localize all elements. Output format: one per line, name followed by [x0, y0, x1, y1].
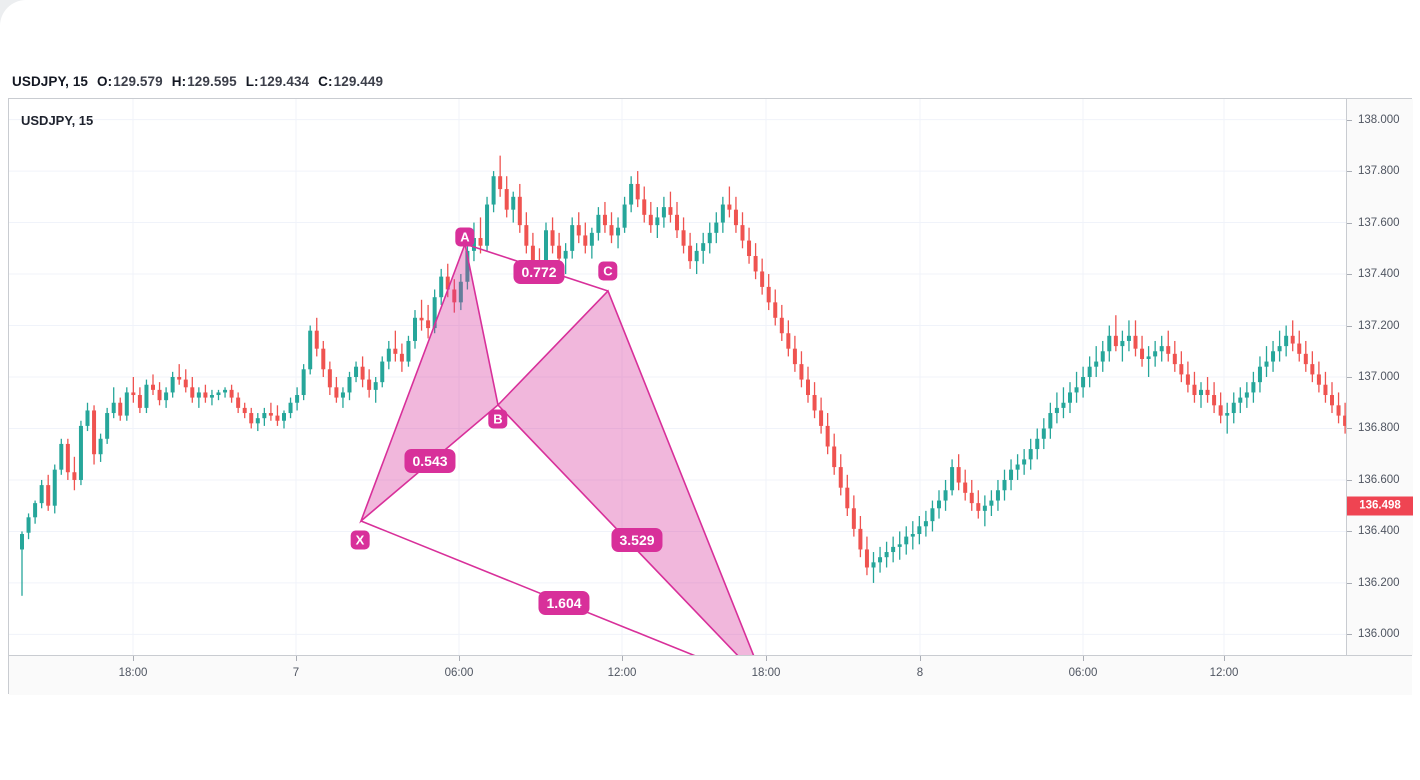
pattern-point-a[interactable]: A — [455, 227, 475, 247]
price-axis-label: 138.000 — [1358, 113, 1400, 126]
price-axis-label: 136.400 — [1358, 525, 1400, 538]
time-axis-label: 8 — [916, 667, 924, 679]
price-axis-tick — [1347, 274, 1352, 276]
low-value: 129.434 — [259, 74, 310, 89]
price-axis-label: 137.600 — [1358, 216, 1400, 229]
pattern-ratio-label[interactable]: 3.529 — [611, 528, 663, 552]
price-axis-label: 137.000 — [1358, 371, 1400, 383]
price-axis-tick — [1347, 377, 1352, 378]
pattern-point-c[interactable]: C — [598, 261, 618, 281]
price-axis[interactable]: 136.498 138.000 137.800 137.600 137.400 137.… — [1346, 99, 1413, 655]
price-axis-tick — [1347, 479, 1352, 481]
chart-watermark: USDJPY, 15 — [21, 113, 94, 128]
price-axis-label: 137.400 — [1358, 268, 1400, 281]
quote-symbol: USDJPY, 15 — [12, 74, 89, 89]
price-axis-tick — [1347, 222, 1352, 224]
time-axis-tick — [133, 656, 134, 661]
time-axis-label: 7 — [292, 667, 300, 679]
time-axis-label: 06:00 — [444, 667, 474, 679]
time-axis-label: 18:00 — [751, 667, 781, 679]
pattern-ratio-label[interactable]: 0.772 — [513, 260, 565, 284]
price-axis-label: 137.800 — [1358, 165, 1400, 178]
price-axis-tick — [1347, 171, 1352, 173]
current-price-badge: 136.498 — [1347, 496, 1413, 516]
time-axis-tick — [459, 656, 460, 661]
pattern-point-b[interactable]: B — [488, 409, 508, 429]
price-axis-label: 136.600 — [1358, 473, 1400, 486]
pattern-point-x[interactable]: X — [350, 530, 370, 550]
price-axis-label: 137.200 — [1358, 319, 1400, 332]
price-axis-tick — [1347, 325, 1352, 327]
high-value: 129.595 — [187, 74, 237, 89]
time-axis[interactable]: 18:00 7 06:00 12:00 18:00 8 06:00 12:00 — [9, 655, 1412, 695]
time-axis-label: 12:00 — [607, 667, 637, 679]
time-axis-tick — [1083, 656, 1084, 661]
low-key: L: — [245, 74, 259, 89]
time-axis-tick — [766, 656, 767, 661]
time-axis-tick — [622, 656, 623, 661]
close-key: C: — [318, 74, 333, 89]
time-axis-tick — [296, 656, 297, 661]
price-axis-tick — [1347, 119, 1352, 121]
pattern-ratio-label[interactable]: 1.604 — [538, 591, 590, 615]
open-key: O: — [97, 74, 113, 89]
high-key: H: — [171, 74, 187, 89]
harmonic-pattern-overlay[interactable] — [9, 99, 1346, 655]
price-axis-label: 136.000 — [1358, 628, 1400, 641]
pattern-ratio-label[interactable]: 0.543 — [404, 449, 456, 473]
time-axis-label: 12:00 — [1209, 667, 1239, 679]
price-axis-label: 136.800 — [1358, 422, 1400, 435]
price-axis-tick — [1347, 531, 1352, 533]
candlestick-series — [20, 155, 1346, 596]
price-axis-tick — [1347, 428, 1352, 430]
time-axis-label: 18:00 — [118, 667, 148, 679]
open-value: 129.579 — [113, 74, 163, 89]
price-axis-tick — [1347, 582, 1352, 584]
price-axis-tick — [1347, 634, 1352, 636]
close-value: 129.449 — [333, 74, 384, 89]
time-axis-tick — [920, 656, 921, 661]
quote-legend: USDJPY, 15 O:129.579 H:129.595 L:129.434 C:1… — [12, 74, 384, 89]
time-axis-label: 06:00 — [1068, 667, 1098, 679]
time-axis-tick — [1224, 656, 1225, 661]
price-axis-label: 136.200 — [1358, 576, 1400, 589]
